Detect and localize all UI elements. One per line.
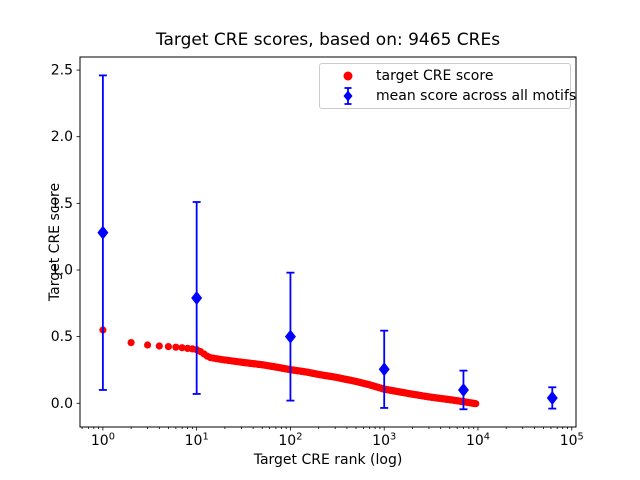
mean-data-point bbox=[378, 362, 390, 377]
legend-label: mean score across all motifs bbox=[376, 88, 577, 105]
y-tick-label: 1.5 bbox=[51, 196, 73, 212]
blue-diamond-errorbar-marker-icon bbox=[343, 87, 353, 106]
x-tick-label: 100 bbox=[91, 432, 115, 450]
target-series bbox=[99, 326, 480, 408]
y-tick-label: 2.0 bbox=[51, 129, 73, 145]
y-axis-label: Target CRE score bbox=[47, 182, 63, 302]
legend-label: target CRE score bbox=[376, 67, 494, 84]
x-tick-label: 101 bbox=[185, 432, 209, 450]
x-tick-label: 105 bbox=[560, 432, 584, 450]
mean-series bbox=[97, 74, 558, 411]
mean-data-point bbox=[284, 329, 296, 344]
x-tick-label: 102 bbox=[278, 432, 302, 450]
legend: target CRE score mean score across all m… bbox=[319, 63, 576, 109]
x-tick-label: 104 bbox=[466, 432, 490, 450]
mean-data-point bbox=[457, 382, 469, 397]
y-tick-label: 0.5 bbox=[51, 329, 73, 345]
red-dot-marker-icon bbox=[343, 71, 353, 81]
x-tick-label: 103 bbox=[372, 432, 396, 450]
legend-entry-target-cre-score: target CRE score bbox=[320, 66, 570, 86]
y-tick-label: 2.5 bbox=[51, 63, 73, 79]
legend-entry-mean-score: mean score across all motifs bbox=[320, 86, 576, 106]
x-axis: 100 101 102 103 104 105 bbox=[81, 427, 584, 450]
mean-data-point bbox=[546, 390, 558, 405]
x-axis-label: Target CRE rank (log) bbox=[253, 452, 403, 468]
y-tick-label: 1.0 bbox=[51, 262, 73, 278]
plot-border bbox=[79, 56, 577, 428]
y-tick-label: 0.0 bbox=[51, 396, 73, 412]
y-axis: 0.0 0.5 1.0 1.5 2.0 2.5 bbox=[51, 63, 80, 412]
chart-title: Target CRE scores, based on: 9465 CREs bbox=[155, 30, 501, 50]
mean-data-point bbox=[97, 225, 109, 240]
mean-data-point bbox=[191, 290, 203, 305]
